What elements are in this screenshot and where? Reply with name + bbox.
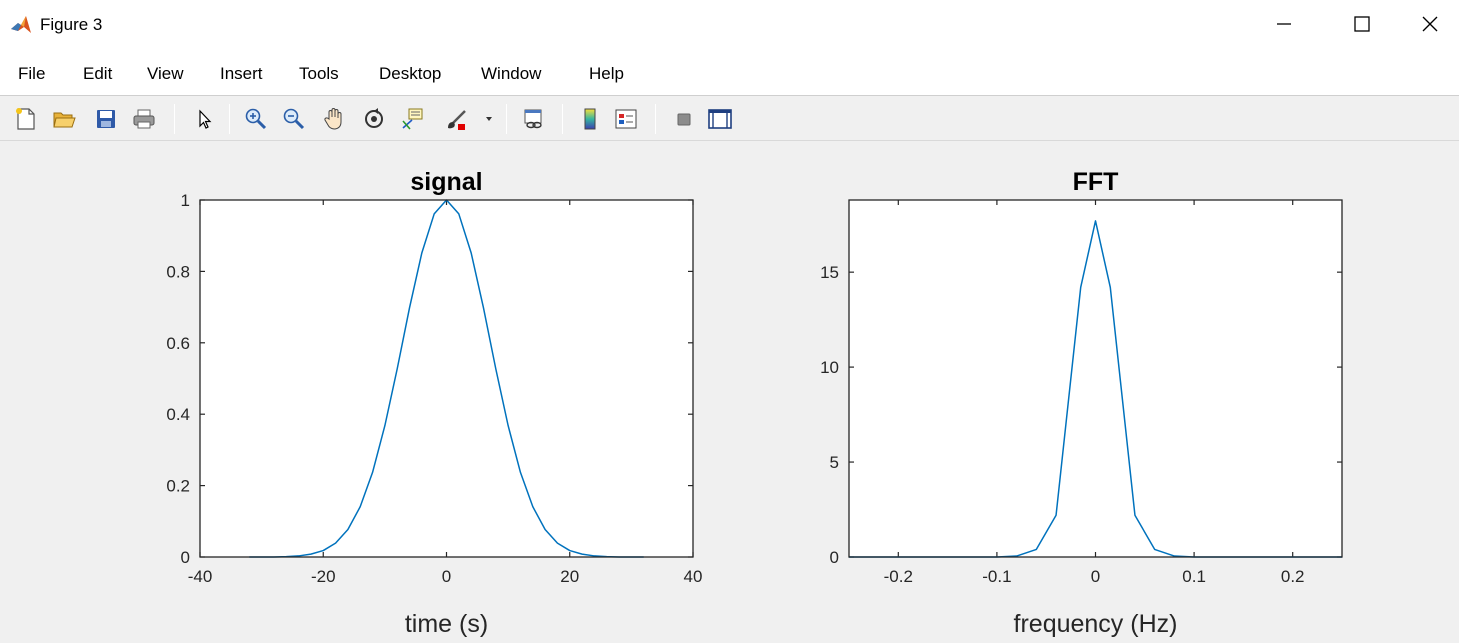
figure-toolbar [0,97,1459,141]
y-tick-label: 0.2 [166,477,190,496]
edit-plot-button[interactable] [190,105,218,133]
brush-dropdown-icon [486,117,492,121]
x-tick-label: 0 [442,567,451,586]
new-figure-button[interactable] [12,105,40,133]
menu-tools[interactable]: Tools [299,64,339,83]
menu-file[interactable]: File [18,64,46,83]
insert-legend-button[interactable] [612,105,640,133]
menu-desktop[interactable]: Desktop [379,64,442,83]
series-line [849,220,1342,558]
x-tick-label: -20 [311,567,336,586]
data-cursor-button[interactable] [398,105,426,133]
brush-icon [448,110,466,130]
x-tick-label: 20 [560,567,579,586]
x-tick-label: 40 [684,567,703,586]
close-button[interactable] [1402,0,1458,48]
x-tick-label: 0.2 [1281,567,1305,586]
menu-insert[interactable]: Insert [220,64,263,83]
hide-plot-tools-button[interactable] [670,105,698,133]
minimize-icon [1277,23,1291,25]
brush-dropdown-button[interactable] [481,105,497,133]
x-tick-labels: -40 -20 0 20 40 [188,567,703,586]
x-tick-label: -0.1 [982,567,1011,586]
matlab-icon [10,14,32,36]
title-bar: Figure 3 [0,0,1459,52]
y-tick-label: 0.8 [166,262,190,281]
maximize-icon [1354,16,1370,32]
zoom-in-icon [245,108,267,130]
toolbar-separator [562,104,563,134]
rotate-3d-button[interactable] [360,105,388,133]
zoom-out-button[interactable] [280,105,308,133]
y-tick-label: 10 [820,358,839,377]
axes-signal[interactable]: -40 -20 0 20 40 0 0.2 0.4 0.6 0.8 1 signal time (… [166,168,702,638]
menu-edit[interactable]: Edit [83,64,113,83]
axes-title: FFT [1073,168,1119,196]
y-tick-label: 0 [830,548,839,567]
menu-view[interactable]: View [147,64,184,83]
legend-icon [615,109,637,129]
y-tick-label: 1 [181,191,190,210]
maximize-button[interactable] [1334,0,1390,48]
window-title: Figure 3 [40,15,103,34]
zoom-in-button[interactable] [242,105,270,133]
axes-frame [199,199,694,558]
toolbar-separator [229,104,230,134]
x-tick-label: -40 [188,567,213,586]
y-tick-labels: 0 0.2 0.4 0.6 0.8 1 [166,191,190,567]
axes-title: signal [410,168,482,196]
menu-window[interactable]: Window [481,64,542,83]
x-axis-label: frequency (Hz) [1014,610,1178,638]
link-plot-icon [524,109,542,129]
axes-frame [848,199,1343,558]
show-plot-tools-button[interactable] [706,105,734,133]
x-tick-labels: -0.2 -0.1 0 0.1 0.2 [884,567,1305,586]
axes-fft[interactable]: -0.2 -0.1 0 0.1 0.2 0 5 10 15 FFT frequency (Hz… [820,168,1343,638]
save-icon [97,110,115,128]
x-tick-label: 0 [1091,567,1100,586]
axes-background [849,200,1342,557]
minimize-button[interactable] [1256,0,1312,48]
toolbar-separator [506,104,507,134]
rotate-3d-icon [365,108,383,128]
save-button[interactable] [92,105,120,133]
y-tick-label: 0 [181,548,190,567]
insert-colorbar-button[interactable] [576,105,604,133]
y-tick-label: 15 [820,263,839,282]
x-tick-label: 0.1 [1182,567,1206,586]
y-tick-label: 0.6 [166,334,190,353]
y-tick-label: 0.4 [166,405,190,424]
new-figure-icon [16,108,35,130]
toolbar-separator [655,104,656,134]
figure-plots: -40 -20 0 20 40 0 0.2 0.4 0.6 0.8 1 signal time (… [166,168,1343,638]
edit-plot-arrow-icon [199,109,212,129]
pan-hand-icon [324,107,342,130]
colorbar-icon [584,108,596,130]
x-tick-label: -0.2 [884,567,913,586]
x-axis-label: time (s) [405,610,488,638]
y-tick-label: 5 [830,453,839,472]
figure-canvas[interactable]: -40 -20 0 20 40 0 0.2 0.4 0.6 0.8 1 signal time (… [0,142,1459,643]
data-cursor-icon [402,108,423,130]
zoom-out-icon [283,108,305,130]
link-plot-button[interactable] [520,105,548,133]
print-button[interactable] [130,105,158,133]
brush-button[interactable] [444,105,472,133]
toolbar-separator [174,104,175,134]
axes-background [200,200,693,557]
close-icon [1422,16,1438,32]
print-icon [133,109,155,129]
hide-plot-tools-icon [677,113,691,126]
menu-bar: File Edit View Insert Tools Desktop Wind… [0,52,1459,96]
open-file-icon [53,112,76,128]
show-plot-tools-icon [708,109,732,129]
y-tick-labels: 0 5 10 15 [820,263,839,567]
open-file-button[interactable] [50,105,78,133]
pan-button[interactable] [320,105,348,133]
menu-help[interactable]: Help [589,64,624,83]
